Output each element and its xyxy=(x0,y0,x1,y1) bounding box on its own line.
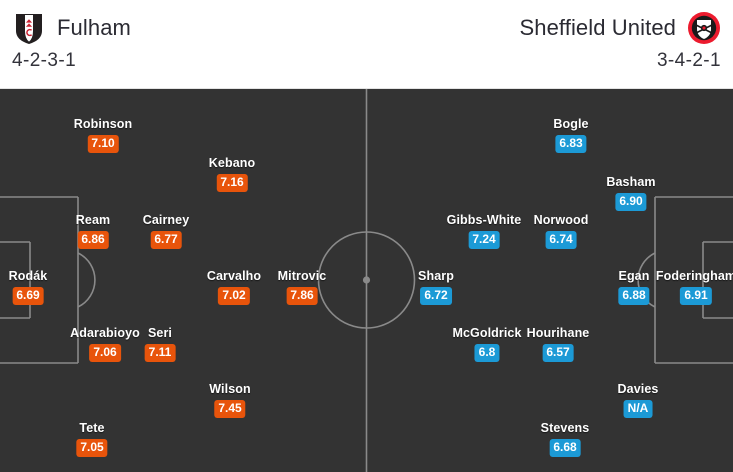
player-rating-badge: 6.77 xyxy=(150,231,182,249)
center-spot xyxy=(362,276,371,284)
player-home-5[interactable]: Seri 7.11 xyxy=(144,326,176,362)
player-name: Hourihane xyxy=(526,326,590,340)
player-name: Kebano xyxy=(208,156,256,170)
player-home-0[interactable]: Rodák 6.69 xyxy=(9,269,48,305)
player-rating-badge: 6.68 xyxy=(549,439,581,457)
player-rating-badge: 6.72 xyxy=(420,287,452,305)
pitch-markings xyxy=(0,89,733,472)
player-name: Davies xyxy=(617,382,659,396)
fulham-crest-icon xyxy=(16,14,42,44)
player-name: McGoldrick xyxy=(452,326,522,340)
player-name: Robinson xyxy=(73,117,133,131)
player-home-3[interactable]: Robinson 7.10 xyxy=(74,117,132,153)
player-name: Seri xyxy=(147,326,173,340)
player-away-9[interactable]: Davies N/A xyxy=(618,382,659,418)
player-rating-badge: 7.06 xyxy=(89,344,121,362)
player-name: Bogle xyxy=(553,117,589,131)
player-rating-badge: 6.74 xyxy=(545,231,577,249)
player-home-10[interactable]: Wilson 7.45 xyxy=(209,382,251,418)
player-name: Norwood xyxy=(533,213,589,227)
player-away-3[interactable]: Norwood 6.74 xyxy=(534,213,589,249)
player-away-6[interactable]: Foderingham 6.91 xyxy=(656,269,733,305)
player-name: Carvalho xyxy=(206,269,262,283)
player-home-2[interactable]: Cairney 6.77 xyxy=(143,213,190,249)
player-rating-badge: 7.11 xyxy=(144,344,176,362)
player-rating-badge: 6.69 xyxy=(12,287,44,305)
player-rating-badge: 6.90 xyxy=(615,193,647,211)
player-away-10[interactable]: Stevens 6.68 xyxy=(541,421,590,457)
player-rating-badge: 7.86 xyxy=(286,287,318,305)
player-away-8[interactable]: Hourihane 6.57 xyxy=(527,326,590,362)
player-home-4[interactable]: Adarabioyo 7.06 xyxy=(70,326,140,362)
player-rating-badge: 6.86 xyxy=(77,231,109,249)
player-away-1[interactable]: Basham 6.90 xyxy=(606,175,656,211)
player-name: Basham xyxy=(606,175,656,189)
player-rating-badge: 7.24 xyxy=(468,231,500,249)
player-name: Tete xyxy=(79,421,105,435)
player-rating-badge: 6.8 xyxy=(474,344,500,362)
player-name: Adarabioyo xyxy=(70,326,140,340)
player-rating-badge: 6.57 xyxy=(542,344,574,362)
home-team-row: Fulham xyxy=(12,8,131,48)
home-team-name: Fulham xyxy=(57,15,131,40)
player-rating-badge: 6.83 xyxy=(555,135,587,153)
player-home-7[interactable]: Kebano 7.16 xyxy=(209,156,255,192)
player-name: Rodák xyxy=(8,269,48,283)
player-home-1[interactable]: Ream 6.86 xyxy=(76,213,110,249)
player-rating-badge: 7.02 xyxy=(218,287,250,305)
player-rating-badge: 7.10 xyxy=(87,135,119,153)
player-rating-badge: 6.91 xyxy=(680,287,712,305)
player-name: Stevens xyxy=(540,421,590,435)
player-rating-badge: N/A xyxy=(623,400,653,418)
player-name: Foderingham xyxy=(655,269,733,283)
player-name: Cairney xyxy=(142,213,190,227)
away-team-name: Sheffield United xyxy=(519,15,676,40)
player-away-4[interactable]: Sharp 6.72 xyxy=(418,269,454,305)
player-name: Ream xyxy=(75,213,111,227)
player-rating-badge: 7.05 xyxy=(76,439,108,457)
player-rating-badge: 7.16 xyxy=(216,174,248,192)
player-name: Egan xyxy=(618,269,650,283)
player-name: Wilson xyxy=(209,382,251,396)
player-rating-badge: 6.88 xyxy=(618,287,650,305)
player-away-0[interactable]: Bogle 6.83 xyxy=(553,117,589,153)
player-away-2[interactable]: Gibbs-White 7.24 xyxy=(447,213,522,249)
player-home-8[interactable]: Carvalho 7.02 xyxy=(207,269,261,305)
player-name: Gibbs-White xyxy=(446,213,522,227)
away-team-block: Sheffield United 3-4-2-1 xyxy=(366,0,733,88)
pitch: Rodák 6.69 Ream 6.86 Cairney 6.77 Robinson 7.10… xyxy=(0,89,733,472)
player-away-5[interactable]: Egan 6.88 xyxy=(618,269,650,305)
left-penalty-arc xyxy=(77,252,96,308)
center-circle xyxy=(317,231,416,329)
player-name: Sharp xyxy=(418,269,454,283)
away-formation: 3-4-2-1 xyxy=(656,50,721,71)
match-header: Fulham 4-2-3-1 Sheffield United 3-4-2-1 xyxy=(0,0,733,89)
player-home-6[interactable]: Tete 7.05 xyxy=(76,421,108,457)
player-rating-badge: 7.45 xyxy=(214,400,246,418)
sheffield-united-crest-icon xyxy=(688,12,720,44)
player-home-9[interactable]: Mitrovic 7.86 xyxy=(278,269,327,305)
player-name: Mitrovic xyxy=(277,269,327,283)
home-team-block: Fulham 4-2-3-1 xyxy=(0,0,366,88)
player-away-7[interactable]: McGoldrick 6.8 xyxy=(452,326,521,362)
away-team-row: Sheffield United xyxy=(519,8,721,48)
home-formation: 4-2-3-1 xyxy=(12,50,77,71)
